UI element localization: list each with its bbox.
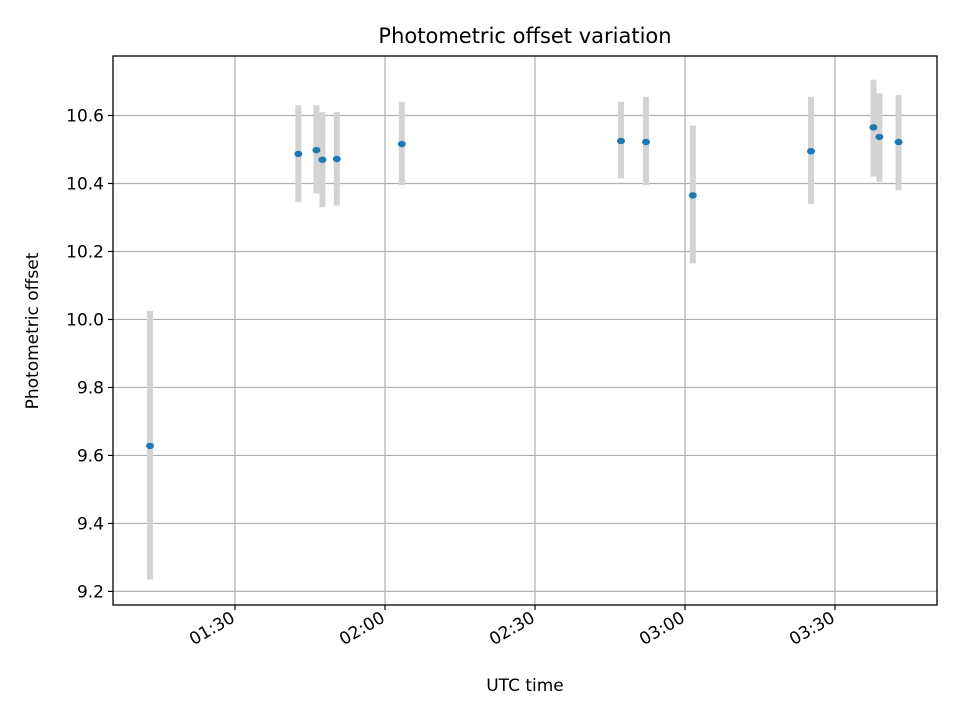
chart-title: Photometric offset variation [378,24,671,48]
x-tick-label: 02:00 [336,608,388,650]
data-point [294,150,303,158]
data-point [318,156,327,163]
y-tick-label: 10.4 [66,174,104,194]
data-point [807,147,815,155]
x-tick-label: 03:30 [786,608,838,650]
data-points [146,124,903,450]
data-point [688,192,697,199]
data-point [875,133,884,141]
y-tick-label: 9.8 [77,378,104,398]
axis-ticks: 9.2 9.4 9.6 9.8 10.0 10.2 10.4 10.6 01:30 02:00 02… [66,106,838,649]
x-tick-label: 01:30 [186,608,238,650]
data-point [869,124,878,131]
y-tick-label: 9.2 [77,582,104,602]
y-tick-label: 10.2 [66,242,104,262]
x-tick-label: 02:30 [486,608,538,650]
y-tick-label: 9.4 [77,514,104,534]
x-axis-label: UTC time [486,676,564,696]
data-point [894,138,903,146]
y-axis-label: Photometric offset [23,252,43,409]
data-point [397,140,406,148]
y-tick-label: 10.6 [66,106,104,126]
y-tick-label: 10.0 [66,310,104,330]
grid [113,56,937,605]
data-point [146,442,154,450]
y-tick-label: 9.6 [77,446,104,466]
x-tick-label: 03:00 [636,608,688,650]
plot-frame [112,55,938,606]
error-bars [147,79,902,580]
data-point [332,155,341,163]
data-point [617,137,625,145]
data-point [312,146,321,154]
data-point [642,138,650,146]
